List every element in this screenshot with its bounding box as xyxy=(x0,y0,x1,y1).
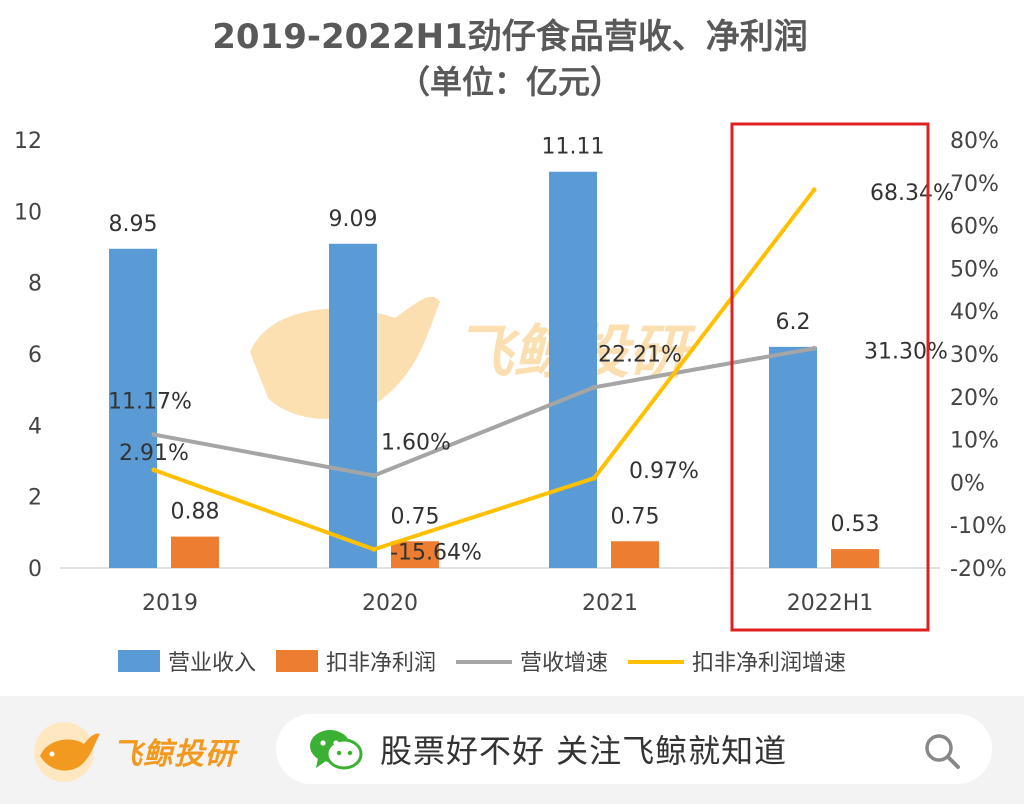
chart-area: 2019-2022H1劲仔食品营收、净利润 （单位：亿元） 飞鲸投研 02468… xyxy=(14,17,1007,676)
line-data-label: 22.21% xyxy=(598,342,682,367)
chart-title: 2019-2022H1劲仔食品营收、净利润 xyxy=(212,17,807,57)
y-right-tick-label: 20% xyxy=(950,386,999,411)
brand-name: 飞鲸投研 xyxy=(112,737,236,772)
line-point xyxy=(591,384,597,390)
line-point xyxy=(151,432,157,438)
bar-revenue xyxy=(769,346,817,568)
line-data-label: 0.97% xyxy=(629,459,699,484)
y-left-tick-label: 12 xyxy=(14,129,42,154)
line-series-profit-growth xyxy=(153,188,816,552)
y-left-tick-label: 0 xyxy=(28,557,42,582)
x-tick-label: 2022H1 xyxy=(787,591,874,616)
highlight-box xyxy=(730,122,930,632)
bar-net-profit xyxy=(391,541,439,568)
y-left-tick-label: 4 xyxy=(28,414,42,439)
search-text: 股票好不好 关注飞鲸就知道 xyxy=(380,732,788,770)
y-right-tick-label: 60% xyxy=(950,215,999,240)
bar-revenue xyxy=(109,248,157,569)
y-right-tick-label: -10% xyxy=(950,514,1007,539)
bar-net-profit xyxy=(831,549,879,568)
line-point xyxy=(151,467,157,473)
legend-swatch xyxy=(118,650,160,672)
wechat-icon xyxy=(310,730,363,770)
y-right-tick-label: 30% xyxy=(950,343,999,368)
y-left-tick-label: 8 xyxy=(28,272,42,297)
line-data-label: -15.64% xyxy=(390,540,482,565)
y-left-tick-label: 6 xyxy=(28,343,42,368)
y-right-tick-label: -20% xyxy=(950,557,1007,582)
legend-label: 营业收入 xyxy=(168,651,256,676)
line-point xyxy=(371,546,377,552)
y-right-tick-label: 0% xyxy=(950,471,985,496)
y-right-tick-label: 70% xyxy=(950,172,999,197)
whale-logo-icon xyxy=(34,722,100,782)
bar-revenue xyxy=(549,171,597,568)
y-left-tick-label: 10 xyxy=(14,200,42,225)
line-data-label: 31.30% xyxy=(864,339,948,364)
y-right-tick-label: 40% xyxy=(950,300,999,325)
x-tick-label: 2019 xyxy=(142,591,198,616)
plot-area: 0 2 4 6 8 10 12 -20% -10% 0% 10% 20% 30% 40% 50% 60% 70%… xyxy=(14,122,1007,632)
x-tick-label: 2021 xyxy=(582,591,638,616)
bar-revenue xyxy=(329,243,377,569)
legend-label: 营收增速 xyxy=(520,651,608,676)
line-data-label: 1.60% xyxy=(381,431,451,456)
chart-subtitle: （单位：亿元） xyxy=(398,63,622,101)
line-point xyxy=(591,475,597,481)
x-tick-label: 2020 xyxy=(362,591,418,616)
legend-swatch xyxy=(276,650,318,672)
bar-data-label: 0.88 xyxy=(171,500,220,525)
line-point xyxy=(811,187,817,193)
bar-data-label: 6.2 xyxy=(776,310,811,335)
line-series-revenue-growth xyxy=(153,346,815,478)
legend-label: 扣非净利润 xyxy=(326,651,436,676)
bar-net-profit xyxy=(171,536,219,568)
line-point xyxy=(371,473,377,479)
footer-bar: 飞鲸投研 股票好不好 关注飞鲸就知道 xyxy=(0,696,1024,804)
line-point xyxy=(811,345,817,351)
line-data-label: 68.34% xyxy=(870,181,954,206)
bar-data-label: 0.75 xyxy=(391,504,440,529)
bar-data-label: 8.95 xyxy=(109,212,158,237)
footer-brand[interactable]: 飞鲸投研 xyxy=(28,716,236,786)
y-right-tick-label: 50% xyxy=(950,257,999,282)
y-right-tick-label: 10% xyxy=(950,429,999,454)
bar-data-label: 11.11 xyxy=(542,135,605,160)
legend-label: 扣非净利润增速 xyxy=(692,651,846,676)
bar-data-label: 9.09 xyxy=(329,207,378,232)
bar-data-label: 0.53 xyxy=(831,512,880,537)
legend: 营业收入 扣非净利润 营收增速 扣非净利润增速 xyxy=(118,650,846,676)
line-data-label: 2.91% xyxy=(119,441,189,466)
bar-net-profit xyxy=(611,541,659,568)
search-box[interactable]: 股票好不好 关注飞鲸就知道 xyxy=(276,714,992,784)
search-icon[interactable] xyxy=(922,731,962,771)
line-data-label: 11.17% xyxy=(108,390,192,415)
y-right-tick-label: 80% xyxy=(950,129,999,154)
y-left-tick-label: 2 xyxy=(28,486,42,511)
bar-data-label: 0.75 xyxy=(611,504,660,529)
